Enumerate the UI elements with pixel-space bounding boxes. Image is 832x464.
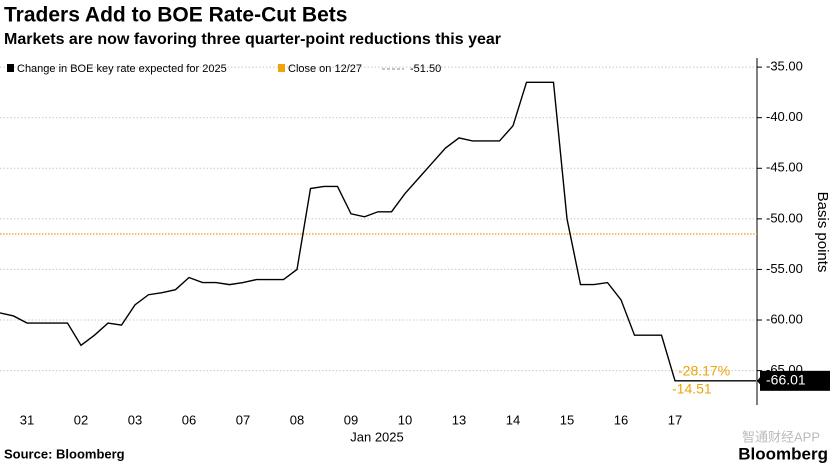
x-tick-label: 16 bbox=[614, 412, 628, 427]
x-tick-label: 03 bbox=[128, 412, 142, 427]
chart-subtitle: Markets are now favoring three quarter-p… bbox=[4, 31, 501, 48]
legend-swatch bbox=[278, 64, 285, 72]
y-tick-label: -60.00 bbox=[766, 311, 803, 326]
y-tick-label: -40.00 bbox=[766, 109, 803, 124]
x-tick-label: 10 bbox=[398, 412, 412, 427]
brand: Bloomberg bbox=[738, 444, 828, 463]
legend-label: Change in BOE key rate expected for 2025 bbox=[17, 63, 227, 75]
x-tick-label: 31 bbox=[20, 412, 34, 427]
legend-value: -51.50 bbox=[410, 63, 441, 75]
legend-swatch bbox=[7, 64, 14, 72]
x-tick-label: 15 bbox=[560, 412, 574, 427]
y-tick-label: -35.00 bbox=[766, 59, 803, 74]
y-tick-label: -55.00 bbox=[766, 261, 803, 276]
x-tick-label: 09 bbox=[344, 412, 358, 427]
x-tick-label: 13 bbox=[452, 412, 466, 427]
x-group-label: Jan 2025 bbox=[350, 429, 404, 444]
legend-label: Close on 12/27 bbox=[288, 63, 362, 75]
x-tick-label: 08 bbox=[290, 412, 304, 427]
last-value-box bbox=[760, 370, 830, 391]
source: Source: Bloomberg bbox=[4, 446, 125, 461]
x-tick-label: 07 bbox=[236, 412, 250, 427]
annotation: -14.51 bbox=[672, 381, 712, 397]
last-value-pointer bbox=[757, 374, 762, 387]
chart-title: Traders Add to BOE Rate-Cut Bets bbox=[4, 4, 347, 27]
y-axis-label: Basis points bbox=[814, 192, 831, 273]
x-tick-label: 14 bbox=[506, 412, 520, 427]
watermark: 智通财经APP bbox=[742, 429, 820, 444]
last-value-label: -66.01 bbox=[766, 372, 806, 388]
x-tick-label: 17 bbox=[668, 412, 682, 427]
y-tick-label: -50.00 bbox=[766, 210, 803, 225]
line-series bbox=[0, 81, 756, 382]
x-tick-label: 06 bbox=[182, 412, 196, 427]
y-tick-label: -45.00 bbox=[766, 160, 803, 175]
annotation: -28.17% bbox=[678, 363, 730, 379]
x-tick-label: 02 bbox=[74, 412, 88, 427]
